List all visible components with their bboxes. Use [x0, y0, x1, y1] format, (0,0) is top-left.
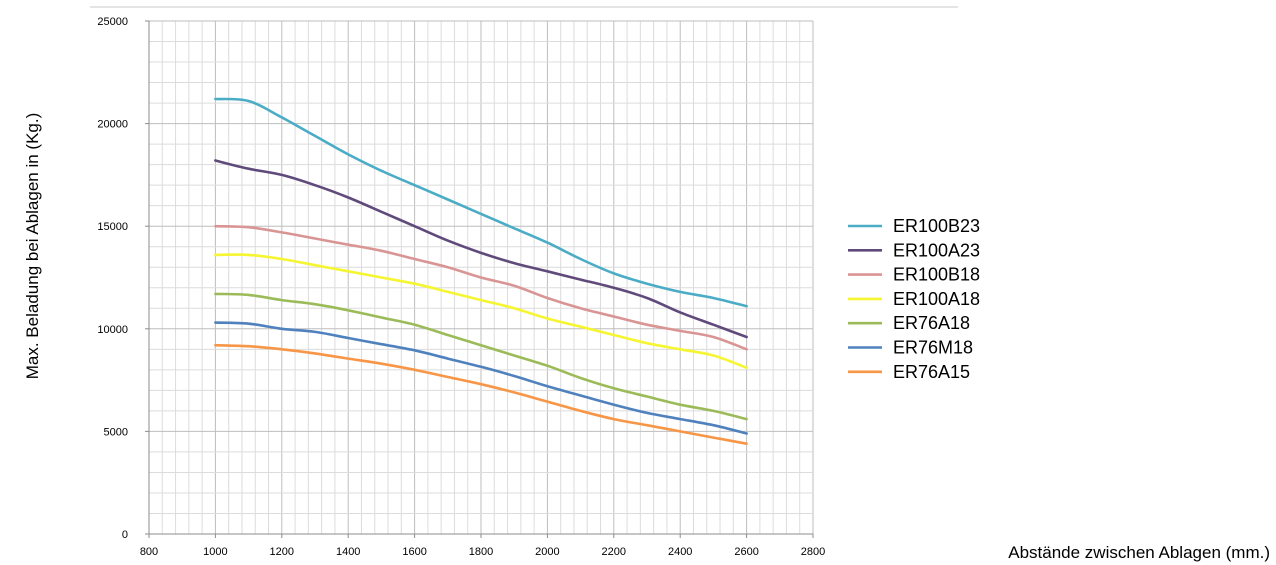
legend-label: ER76M18 [893, 338, 973, 358]
x-tick-label: 1400 [336, 546, 360, 558]
x-tick-label: 2400 [668, 546, 692, 558]
legend-label: ER100B23 [893, 216, 980, 236]
legend-label: ER100A18 [893, 289, 980, 309]
x-tick-label: 1200 [270, 546, 294, 558]
legend-label: ER76A15 [893, 362, 970, 382]
x-tick-label: 2200 [602, 546, 626, 558]
y-axis-ticks: 0 5000 10000 15000 20000 25000 [97, 16, 149, 541]
legend: ER100B23 ER100A23 ER100B18 ER100A18 ER76A18 E… [848, 216, 980, 382]
plot-grid [148, 20, 814, 535]
series-line-er76a18 [214, 292, 748, 421]
series-line-er100b18 [214, 224, 748, 351]
x-tick-label: 1000 [203, 546, 227, 558]
y-tick-label: 20000 [97, 119, 128, 131]
y-tick-label: 10000 [97, 324, 128, 336]
x-tick-label: 2600 [734, 546, 758, 558]
series-line-er76a15 [214, 343, 748, 445]
series-line-er100b23 [214, 97, 748, 308]
y-tick-label: 25000 [97, 16, 128, 28]
x-tick-label: 2800 [801, 546, 825, 558]
series-lines [214, 97, 748, 445]
x-tick-label: 800 [140, 546, 158, 558]
x-axis-ticks: 800 1000 1200 1400 1600 1800 2000 2200 2400 2600 2… [140, 534, 825, 558]
x-tick-label: 1800 [469, 546, 493, 558]
series-line-er100a23 [214, 159, 748, 339]
y-tick-label: 15000 [97, 221, 128, 233]
x-tick-label: 1600 [402, 546, 426, 558]
y-tick-label: 5000 [104, 426, 128, 438]
x-axis-title: Abstände zwischen Ablagen (mm.) [1008, 543, 1270, 562]
series-line-er76m18 [214, 321, 748, 435]
legend-label: ER100B18 [893, 265, 980, 285]
series-line-er100a18 [214, 253, 748, 370]
y-tick-label: 0 [122, 529, 128, 541]
legend-label: ER76A18 [893, 313, 970, 333]
x-tick-label: 2000 [535, 546, 559, 558]
y-axis-title: Max. Beladung bei Ablagen in (Kg.) [23, 113, 42, 380]
legend-label: ER100A23 [893, 240, 980, 260]
